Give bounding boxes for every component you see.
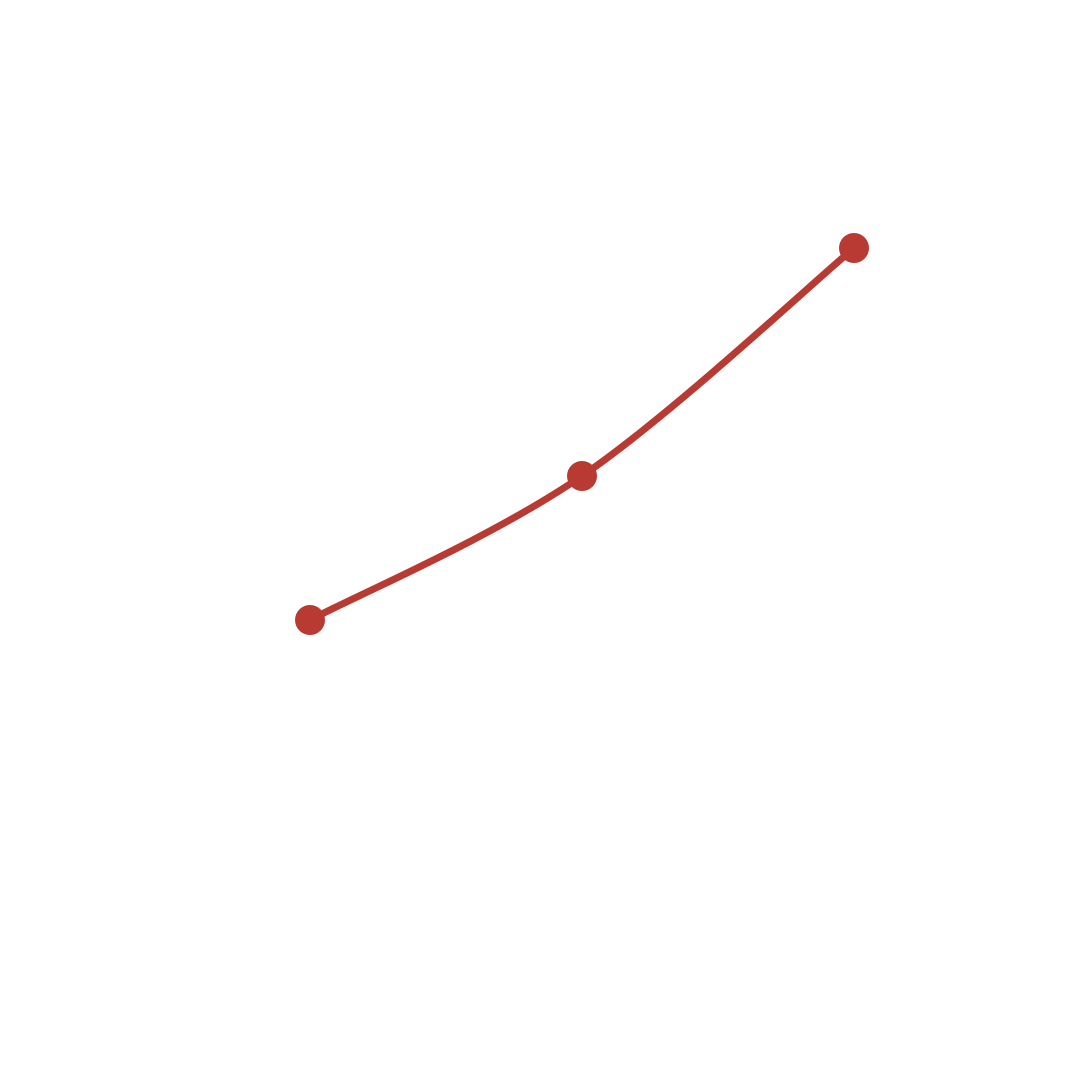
data-point-0-1 bbox=[567, 461, 597, 491]
data-point-0-2 bbox=[839, 233, 869, 263]
data-point-0-0 bbox=[295, 605, 325, 635]
series-layer bbox=[306, 244, 858, 624]
series-line-0 bbox=[306, 244, 858, 624]
marker-layer bbox=[295, 233, 869, 635]
